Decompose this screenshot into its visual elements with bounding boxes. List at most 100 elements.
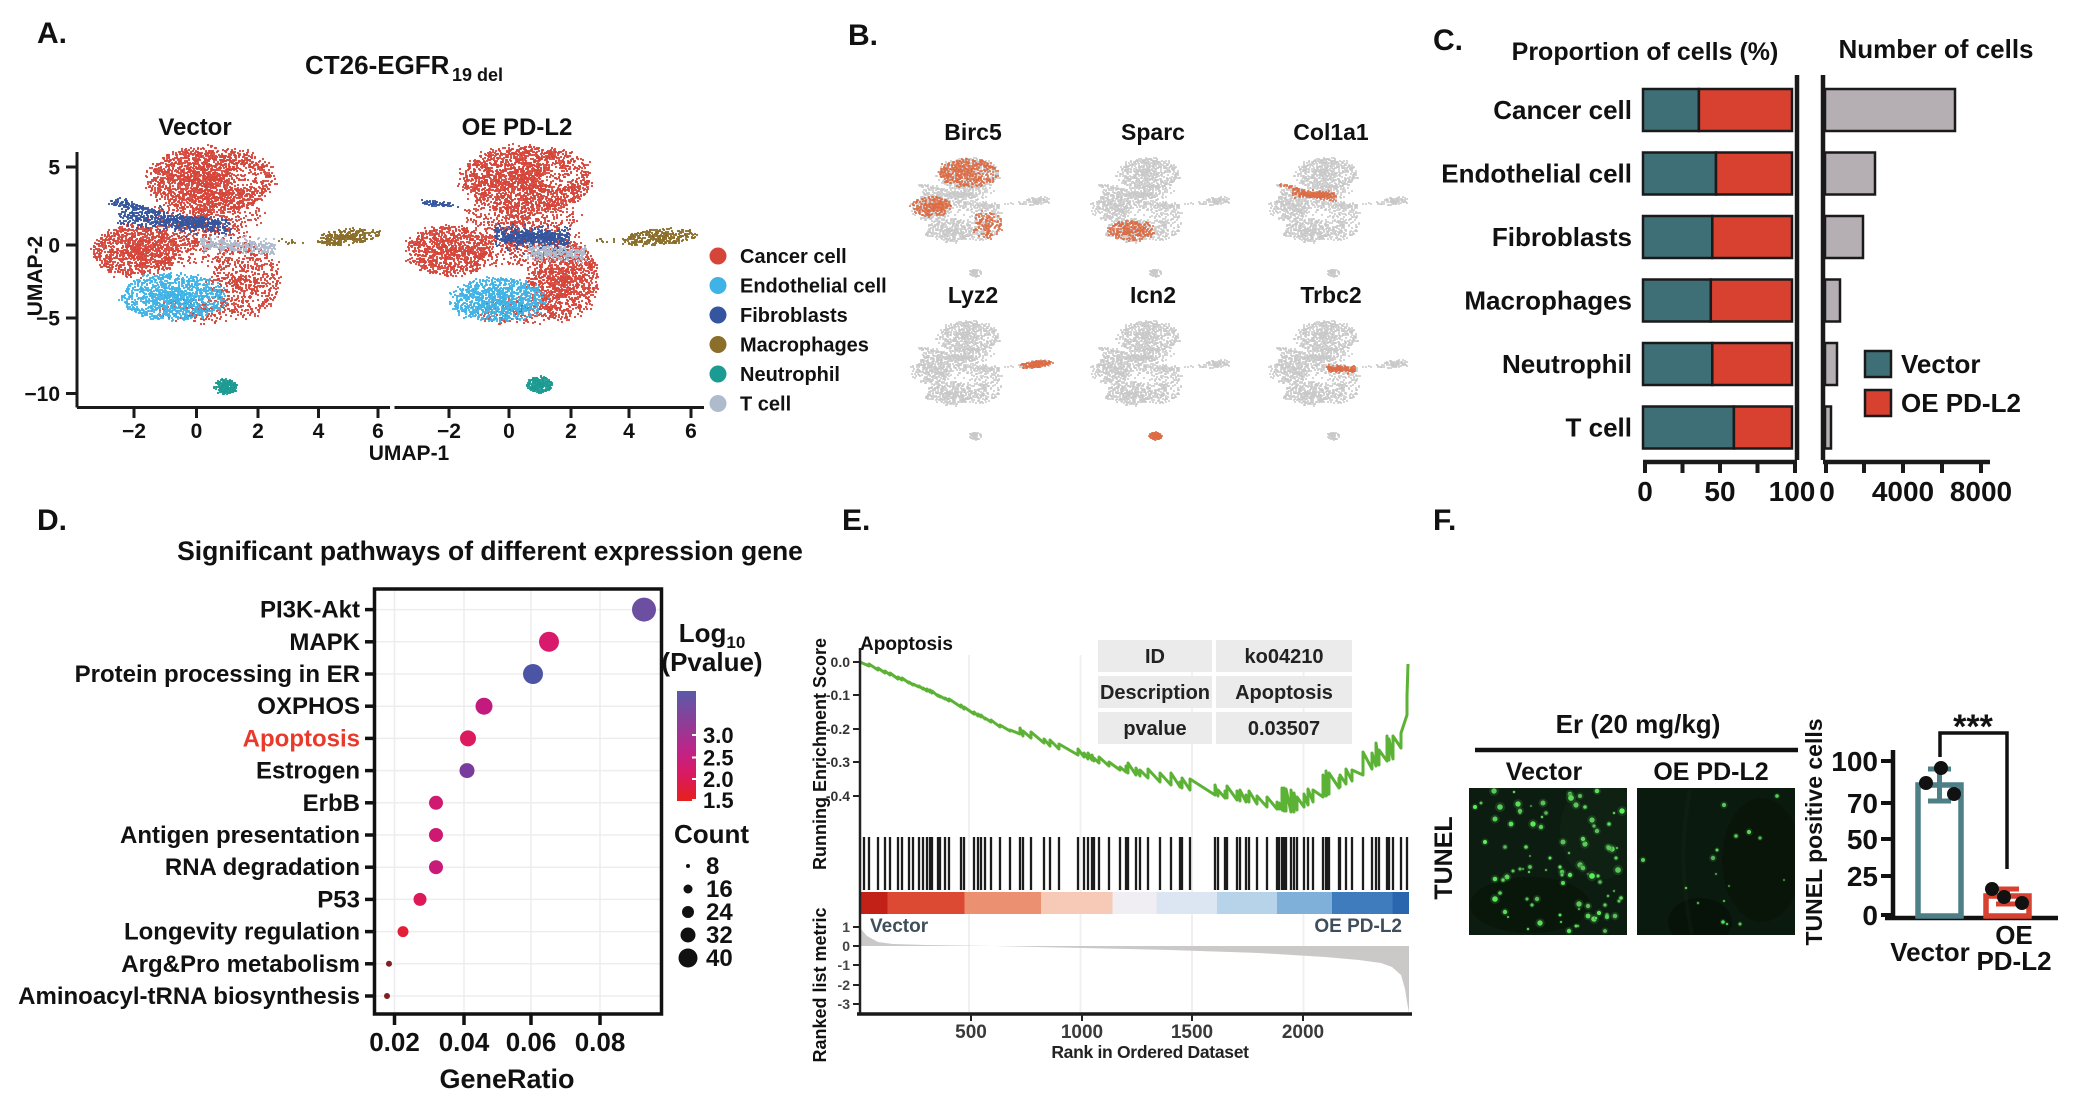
- svg-text:0: 0: [1819, 476, 1835, 507]
- svg-text:5: 5: [48, 157, 60, 180]
- svg-text:−10: −10: [24, 383, 60, 406]
- svg-text:F.: F.: [1433, 504, 1456, 537]
- svg-text:B.: B.: [848, 19, 878, 52]
- svg-text:Ranked list metric: Ranked list metric: [810, 907, 830, 1062]
- svg-text:2: 2: [252, 420, 264, 443]
- svg-text:2.0: 2.0: [703, 767, 734, 792]
- svg-text:Number of cells: Number of cells: [1838, 34, 2033, 64]
- svg-text:OE PD-L2: OE PD-L2: [1901, 388, 2021, 418]
- svg-text:-2: -2: [838, 977, 851, 993]
- svg-text:(Pvalue): (Pvalue): [661, 647, 762, 677]
- svg-text:Lyz2: Lyz2: [948, 282, 998, 308]
- svg-text:Apoptosis: Apoptosis: [243, 725, 360, 752]
- svg-text:32: 32: [706, 922, 733, 949]
- svg-text:Antigen presentation: Antigen presentation: [120, 822, 360, 849]
- svg-text:ko04210: ko04210: [1245, 646, 1324, 668]
- svg-text:0.02: 0.02: [369, 1027, 420, 1057]
- svg-text:Macrophages: Macrophages: [1464, 286, 1632, 316]
- svg-text:GeneRatio: GeneRatio: [439, 1064, 574, 1094]
- svg-text:pvalue: pvalue: [1123, 718, 1186, 740]
- svg-text:Birc5: Birc5: [944, 119, 1002, 145]
- svg-text:Macrophages: Macrophages: [740, 335, 869, 357]
- svg-text:0.04: 0.04: [439, 1027, 490, 1057]
- svg-text:40: 40: [706, 945, 733, 972]
- svg-text:Endothelial cell: Endothelial cell: [1441, 159, 1632, 189]
- svg-text:100: 100: [1769, 476, 1816, 507]
- svg-text:UMAP-1: UMAP-1: [369, 442, 450, 465]
- svg-text:Cancer cell: Cancer cell: [740, 246, 847, 268]
- svg-text:TUNEL: TUNEL: [1430, 816, 1458, 899]
- svg-text:TUNEL positive cells: TUNEL positive cells: [1801, 718, 1827, 945]
- svg-text:***: ***: [1953, 708, 1993, 746]
- svg-text:8000: 8000: [1950, 476, 2012, 507]
- svg-text:2.5: 2.5: [703, 746, 734, 771]
- svg-text:Fibroblasts: Fibroblasts: [1492, 222, 1632, 252]
- svg-text:-0.4: -0.4: [826, 788, 850, 804]
- svg-text:0: 0: [48, 235, 60, 258]
- svg-text:Vector: Vector: [870, 916, 929, 937]
- svg-text:-0.2: -0.2: [826, 721, 850, 737]
- svg-text:−2: −2: [437, 420, 461, 443]
- svg-text:Longevity regulation: Longevity regulation: [124, 919, 360, 946]
- svg-text:500: 500: [955, 1022, 987, 1043]
- svg-text:−2: −2: [122, 420, 146, 443]
- svg-text:1500: 1500: [1171, 1022, 1213, 1043]
- svg-text:Endothelial cell: Endothelial cell: [740, 276, 887, 298]
- svg-text:2000: 2000: [1282, 1022, 1324, 1043]
- svg-text:-0.3: -0.3: [826, 754, 850, 770]
- svg-text:Vector: Vector: [158, 114, 231, 141]
- svg-text:C.: C.: [1433, 24, 1463, 57]
- svg-text:0: 0: [191, 420, 203, 443]
- svg-text:Sparc: Sparc: [1121, 119, 1185, 145]
- svg-text:Estrogen: Estrogen: [256, 758, 360, 785]
- svg-text:OE PD-L2: OE PD-L2: [1314, 916, 1402, 937]
- svg-text:Er (20 mg/kg): Er (20 mg/kg): [1556, 709, 1721, 739]
- svg-text:RNA degradation: RNA degradation: [165, 854, 360, 881]
- svg-text:0.06: 0.06: [506, 1027, 557, 1057]
- svg-text:−5: −5: [36, 308, 60, 331]
- svg-text:A.: A.: [37, 17, 67, 50]
- svg-text:24: 24: [706, 899, 733, 926]
- svg-text:MAPK: MAPK: [289, 629, 360, 656]
- svg-text:Description: Description: [1100, 682, 1210, 704]
- svg-text:Vector: Vector: [1506, 758, 1583, 786]
- svg-text:16: 16: [706, 876, 733, 903]
- svg-text:PD-L2: PD-L2: [1976, 946, 2051, 976]
- svg-text:OXPHOS: OXPHOS: [257, 693, 360, 720]
- svg-text:-3: -3: [838, 996, 851, 1012]
- svg-text:T cell: T cell: [740, 394, 791, 416]
- svg-text:4: 4: [623, 420, 635, 443]
- svg-text:1: 1: [842, 919, 850, 935]
- svg-text:Count: Count: [674, 819, 749, 849]
- svg-text:2: 2: [565, 420, 577, 443]
- svg-text:UMAP-2: UMAP-2: [24, 236, 47, 317]
- svg-text:P53: P53: [317, 886, 360, 913]
- svg-text:0: 0: [1862, 900, 1878, 931]
- svg-text:0: 0: [842, 938, 850, 954]
- svg-text:1000: 1000: [1061, 1022, 1103, 1043]
- svg-text:Running Enrichment Score: Running Enrichment Score: [810, 638, 830, 870]
- svg-text:-1: -1: [838, 957, 851, 973]
- svg-text:Fibroblasts: Fibroblasts: [740, 305, 848, 327]
- svg-text:Icn2: Icn2: [1130, 282, 1176, 308]
- svg-text:6: 6: [372, 420, 384, 443]
- svg-text:Rank in Ordered Dataset: Rank in Ordered Dataset: [1051, 1042, 1249, 1062]
- svg-text:Apoptosis: Apoptosis: [860, 634, 953, 655]
- svg-text:0.0: 0.0: [831, 654, 851, 670]
- svg-text:PI3K-Akt: PI3K-Akt: [260, 597, 360, 624]
- svg-text:Cancer cell: Cancer cell: [1493, 95, 1632, 125]
- svg-text:0.03507: 0.03507: [1248, 718, 1320, 740]
- svg-text:100: 100: [1831, 746, 1878, 777]
- svg-text:0: 0: [503, 420, 515, 443]
- svg-text:0.08: 0.08: [575, 1027, 626, 1057]
- svg-text:3.0: 3.0: [703, 723, 734, 748]
- svg-text:OE PD-L2: OE PD-L2: [1653, 758, 1768, 786]
- svg-text:Neutrophil: Neutrophil: [740, 364, 840, 386]
- svg-text:CT26-EGFR: CT26-EGFR: [305, 50, 450, 80]
- svg-text:Vector: Vector: [1890, 937, 1970, 967]
- svg-text:Arg&Pro metabolism: Arg&Pro metabolism: [121, 951, 360, 978]
- svg-text:OE: OE: [1995, 920, 2033, 950]
- svg-text:E.: E.: [842, 504, 870, 537]
- svg-text:25: 25: [1847, 861, 1878, 892]
- svg-text:OE PD-L2: OE PD-L2: [462, 114, 573, 141]
